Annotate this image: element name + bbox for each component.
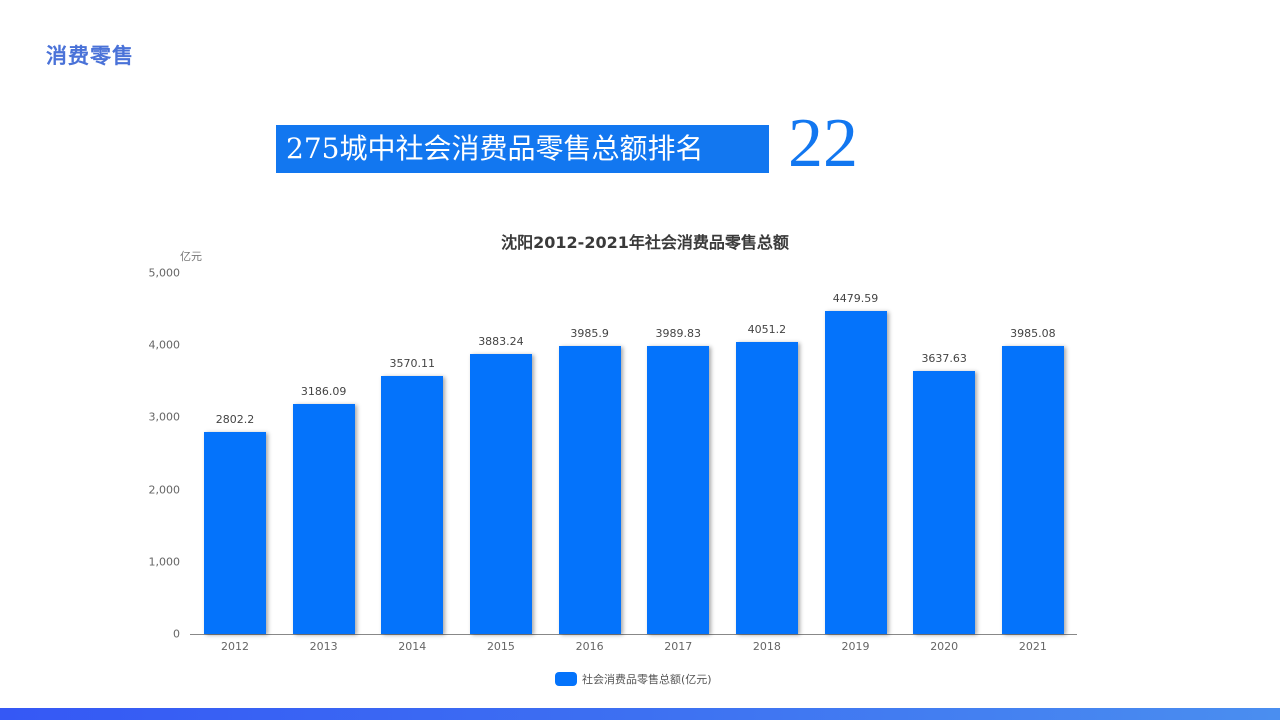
x-axis-line — [190, 634, 1077, 635]
x-tick-label: 2012 — [221, 640, 249, 653]
x-tick-label: 2020 — [930, 640, 959, 653]
y-tick: 4,000 — [148, 338, 181, 352]
bar-2015[interactable] — [469, 353, 532, 634]
legend-label: 社会消费品零售总额(亿元) — [582, 673, 712, 686]
bar-2021[interactable] — [1001, 346, 1064, 634]
bar-2016[interactable] — [558, 346, 621, 634]
bar-value-label: 3570.11 — [389, 357, 436, 371]
x-tick-label: 2016 — [575, 640, 604, 653]
bar-value-label: 3985.9 — [570, 327, 609, 341]
x-tick-label: 2018 — [752, 640, 781, 653]
bottom-band — [0, 708, 1280, 720]
bar-value-label: 3989.83 — [655, 326, 702, 340]
bar-2012[interactable] — [204, 431, 266, 634]
chart-title: 沈阳2012-2021年社会消费品零售总额 — [501, 233, 789, 252]
y-tick: 5,000 — [148, 266, 181, 280]
bar-value-label: 4479.59 — [832, 291, 879, 305]
x-tick-label: 2021 — [1018, 640, 1047, 653]
bar-value-label: 4051.2 — [747, 322, 787, 336]
bar-value-label: 3186.09 — [300, 384, 347, 398]
legend-swatch — [555, 672, 577, 686]
bar-2014[interactable] — [381, 376, 444, 634]
bar-2017[interactable] — [647, 345, 710, 634]
y-tick: 1,000 — [148, 555, 181, 569]
bar-value-label: 3985.08 — [1010, 327, 1056, 341]
rank-number: 22 — [788, 105, 858, 182]
bar-2018[interactable] — [735, 341, 798, 634]
legend[interactable]: 社会消费品零售总额(亿元) — [555, 671, 712, 687]
bar-2019[interactable] — [824, 310, 887, 634]
x-tick-label: 2015 — [486, 640, 515, 653]
bar-value-label: 3883.24 — [478, 334, 524, 348]
section-title: 消费零售 — [46, 43, 134, 68]
bar-value-label: 2802.2 — [215, 412, 255, 426]
bar-2020[interactable] — [913, 371, 976, 634]
y-tick: 3,000 — [148, 410, 181, 424]
y-tick: 0 — [173, 627, 180, 641]
y-axis-unit: 亿元 — [180, 250, 202, 263]
x-tick-label: 2014 — [398, 640, 427, 653]
x-tick-label: 2017 — [664, 640, 693, 653]
bar-2013[interactable] — [292, 403, 355, 634]
y-tick: 2,000 — [148, 483, 181, 497]
x-tick-label: 2019 — [841, 640, 870, 653]
headline-box: 275城中社会消费品零售总额排名 — [276, 125, 769, 173]
x-tick-label: 2013 — [309, 640, 338, 653]
bar-value-label: 3637.63 — [921, 352, 967, 366]
